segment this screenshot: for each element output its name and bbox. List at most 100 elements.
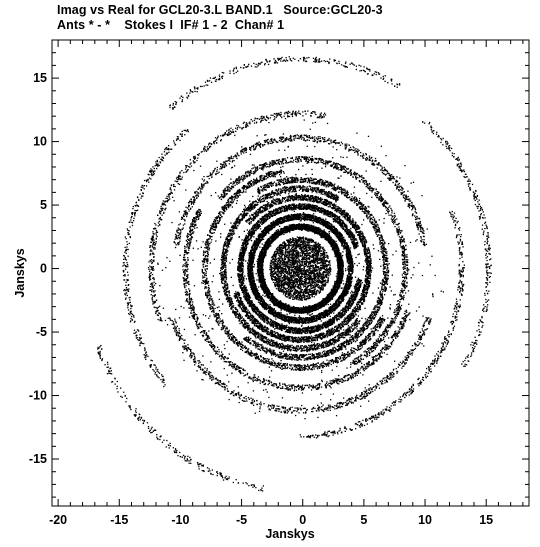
data-point (291, 296, 293, 298)
data-point (317, 283, 319, 285)
data-point (324, 267, 326, 269)
data-point (311, 272, 314, 274)
data-point (288, 242, 290, 245)
data-point (280, 244, 283, 247)
data-point (319, 273, 321, 275)
data-point (321, 247, 324, 249)
data-point (282, 291, 284, 293)
data-point (339, 252, 342, 254)
data-point (278, 258, 280, 261)
data-point (302, 246, 304, 249)
data-point (297, 255, 299, 257)
data-point (278, 278, 280, 280)
data-point (278, 265, 280, 267)
data-point (301, 298, 303, 300)
data-point (289, 292, 291, 295)
data-point (304, 263, 306, 265)
data-point (321, 279, 323, 281)
data-point (313, 267, 315, 269)
data-point (300, 290, 302, 292)
data-point (318, 259, 320, 262)
data-point (288, 251, 290, 253)
data-point (295, 277, 297, 280)
data-point (304, 247, 307, 250)
data-point (282, 269, 284, 271)
data-point (317, 251, 320, 254)
data-point (288, 266, 290, 268)
data-point (309, 249, 311, 251)
data-point (310, 250, 313, 253)
data-point (316, 259, 318, 262)
data-point (284, 243, 286, 245)
data-point (306, 244, 308, 246)
data-point (324, 269, 327, 271)
data-point (293, 283, 295, 285)
data-point (330, 268, 332, 270)
data-point (298, 244, 300, 246)
data-point (283, 279, 286, 281)
data-point (313, 252, 315, 254)
data-point (294, 250, 297, 252)
data-point (301, 264, 303, 266)
data-point (299, 239, 301, 241)
data-point (288, 295, 290, 297)
data-point (287, 284, 289, 287)
data-point (295, 240, 297, 242)
data-point (316, 273, 319, 275)
data-point (314, 284, 316, 286)
data-point (306, 245, 308, 247)
data-point (303, 245, 305, 248)
data-point (305, 272, 307, 274)
data-point (315, 293, 318, 295)
data-point (315, 273, 317, 275)
data-point (294, 267, 296, 269)
data-point (310, 279, 313, 281)
data-point (275, 267, 277, 269)
data-point (301, 257, 304, 259)
data-point (302, 252, 304, 254)
data-point (326, 252, 328, 254)
data-point (274, 256, 276, 258)
data-point (289, 262, 291, 264)
data-point (314, 274, 316, 276)
data-point (278, 277, 280, 279)
data-point (273, 252, 276, 255)
data-point (279, 255, 281, 257)
data-point (296, 274, 298, 276)
data-point (290, 266, 292, 268)
data-point (275, 252, 277, 255)
data-point (272, 272, 274, 274)
data-point (316, 249, 318, 252)
data-point (296, 246, 298, 249)
data-point (300, 241, 302, 243)
data-point (313, 291, 316, 293)
data-point (289, 283, 291, 285)
data-point (313, 286, 315, 288)
data-point (308, 240, 310, 242)
data-point (323, 265, 325, 267)
data-point (315, 277, 317, 280)
data-point (283, 272, 285, 275)
data-point (328, 261, 330, 264)
data-point (282, 286, 284, 288)
data-point (296, 269, 298, 271)
data-point (291, 244, 293, 246)
data-point (285, 277, 287, 280)
data-point (308, 277, 310, 279)
data-point (277, 259, 279, 262)
data-point (283, 278, 285, 280)
data-point (322, 252, 324, 254)
data-point (303, 256, 305, 258)
data-point (297, 258, 300, 260)
data-point (276, 249, 278, 251)
data-point (285, 264, 287, 266)
data-point (286, 293, 288, 295)
data-point (295, 256, 297, 258)
data-point (299, 243, 301, 245)
data-point (312, 270, 314, 272)
data-point (329, 264, 331, 266)
data-point (288, 264, 290, 266)
data-point (278, 279, 281, 281)
data-point (292, 262, 294, 264)
data-point (315, 257, 317, 260)
